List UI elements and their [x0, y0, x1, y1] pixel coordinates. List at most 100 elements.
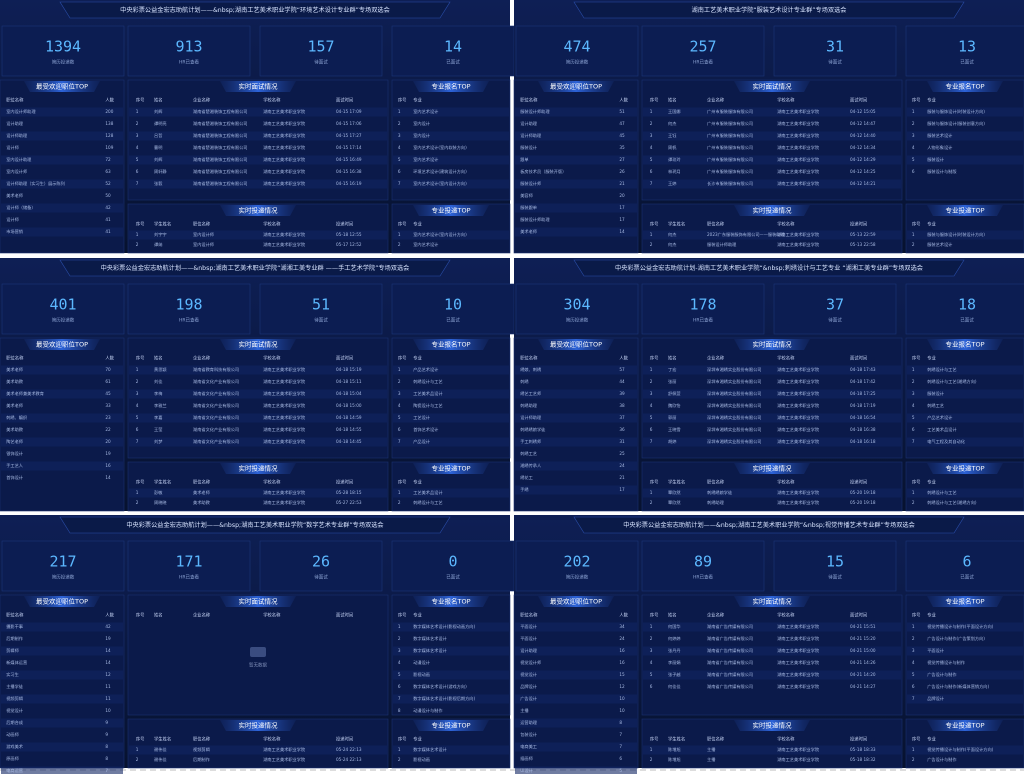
- table-cell: 视觉传播设计与制作: [927, 659, 966, 666]
- table-cell: 湖南省楚湘装饰工程有限公司: [193, 120, 247, 127]
- table-cell: 刘辉: [154, 108, 163, 115]
- table-cell: 04-18 15:19: [336, 367, 362, 372]
- table-cell: 湖南工艺美术职业学院: [777, 438, 820, 445]
- stat-label: HR已查看: [179, 317, 200, 324]
- table-cell: 电商美工: [520, 743, 537, 750]
- column-header: 学校名称: [777, 736, 795, 743]
- table-cell: 室内设计: [413, 120, 430, 127]
- table-cell: 2: [136, 121, 139, 126]
- table-cell: 谭纳: [154, 241, 162, 248]
- column-header: 企业名称: [707, 355, 725, 362]
- table-cell: 刺绣工艺: [520, 450, 537, 457]
- table-cell: 刺绣设计与工艺: [927, 489, 956, 496]
- table-cell: 室内设计助理: [6, 156, 32, 163]
- table-cell: 5: [398, 672, 401, 677]
- table-cell: 刘梦: [154, 438, 163, 445]
- row-stripe: [129, 745, 387, 755]
- row-stripe: [515, 461, 637, 471]
- table-cell: 5: [619, 768, 622, 773]
- table-cell: 刺绣工艺: [927, 402, 944, 409]
- section-heading-bg: [24, 81, 100, 92]
- table-cell: 5: [650, 672, 653, 677]
- table-cell: 05-20 19:18: [850, 490, 876, 495]
- table-cell: 包装设计: [520, 731, 537, 738]
- row-stripe: [129, 179, 387, 189]
- stat-label: HR已查看: [693, 59, 714, 66]
- stat-label: 简历投递数: [52, 59, 75, 66]
- table-cell: 李雅兰: [154, 402, 167, 409]
- table-cell: 吕哲: [154, 133, 162, 139]
- table-cell: 2: [398, 242, 401, 247]
- table-cell: 彭敏: [154, 489, 163, 496]
- table-cell: 后期制作: [193, 756, 211, 763]
- section-heading-bg: [24, 339, 100, 350]
- table-cell: 70: [105, 367, 111, 372]
- column-header: 学校名称: [263, 221, 281, 228]
- section-heading-bg: [927, 720, 1003, 731]
- table-cell: 湖南工艺美术职业学院: [263, 756, 306, 763]
- table-cell: 138: [105, 121, 113, 126]
- table-cell: 湖南工艺美术职业学院: [777, 659, 820, 666]
- table-cell: 服装设计: [927, 156, 944, 163]
- stat-label: HR已查看: [179, 59, 200, 66]
- table-cell: 湖南工艺美术职业学院: [777, 168, 820, 175]
- column-header: 序号: [398, 221, 407, 228]
- table-cell: 陶瓷设计与工艺: [413, 402, 442, 409]
- table-cell: 7: [650, 181, 653, 186]
- title-bar: [59, 259, 451, 277]
- section-heading: 实时面试情况: [239, 340, 279, 349]
- stat-label: 简历投递数: [52, 574, 75, 581]
- section-heading-bg: [734, 339, 810, 350]
- section-heading-bg: [734, 720, 810, 731]
- table-cell: 04-12 14:40: [850, 133, 876, 138]
- table-cell: 电商运营: [6, 767, 23, 774]
- column-header: 学生姓名: [154, 479, 171, 486]
- stat-label: 待面试: [314, 317, 328, 324]
- row-stripe: [1, 694, 123, 704]
- table-cell: 何杰: [668, 231, 676, 238]
- section-heading: 专业报名TOP: [945, 340, 984, 349]
- section-heading-bg: [413, 463, 489, 474]
- table-cell: 刺绣设计与工艺(湘绣方向): [927, 378, 977, 385]
- column-header: 专业: [927, 97, 936, 104]
- row-stripe: [907, 670, 1023, 680]
- table-cell: 7: [136, 439, 139, 444]
- table-cell: 7: [650, 439, 653, 444]
- table-cell: 湖南工艺美术职业学院: [777, 132, 820, 139]
- table-cell: 37: [619, 415, 625, 420]
- table-cell: 4: [650, 660, 653, 665]
- table-cell: 3: [650, 391, 653, 396]
- table-cell: 视觉设计: [520, 671, 537, 678]
- table-cell: 04-18 15:11: [336, 379, 362, 384]
- table-cell: 3: [398, 133, 401, 138]
- table-cell: 47: [619, 121, 625, 126]
- table-cell: 5: [136, 415, 139, 420]
- table-cell: 湖南省广告传媒有限公司: [707, 647, 753, 654]
- table-cell: 湖南省广告传媒有限公司: [707, 671, 753, 678]
- table-cell: 04-18 17:19: [850, 403, 876, 408]
- section-heading: 最受欢迎职位TOP: [36, 82, 88, 91]
- column-header: 职位名称: [193, 736, 211, 743]
- section-heading: 专业报名TOP: [945, 82, 984, 91]
- table-cell: 湖南工艺美术职业学院: [777, 231, 820, 238]
- table-cell: 李嘉: [154, 414, 162, 421]
- section-heading-bg: [734, 463, 810, 474]
- stat-card: [641, 283, 765, 335]
- panel-title: 湖南工艺美术职业学院“服装艺术设计专业群”专场双选会: [692, 6, 847, 14]
- column-header: 投递时间: [850, 479, 867, 486]
- table-cell: 湖南工艺美术职业学院: [777, 635, 820, 642]
- stat-card: [515, 283, 639, 335]
- section-heading-bg: [927, 463, 1003, 474]
- section-heading: 实时投递情况: [239, 206, 279, 215]
- table-cell: 刺绣绣娘学徒: [520, 426, 546, 433]
- row-stripe: [1, 365, 123, 375]
- table-cell: 刘宇宇: [154, 231, 167, 237]
- title-bar: [573, 1, 965, 19]
- row-stripe: [393, 230, 509, 240]
- stat-card: [1, 283, 125, 335]
- section-box: [0, 79, 125, 254]
- table-cell: 4: [398, 660, 401, 665]
- table-cell: 品牌设计: [927, 695, 944, 702]
- table-cell: 200: [105, 109, 113, 114]
